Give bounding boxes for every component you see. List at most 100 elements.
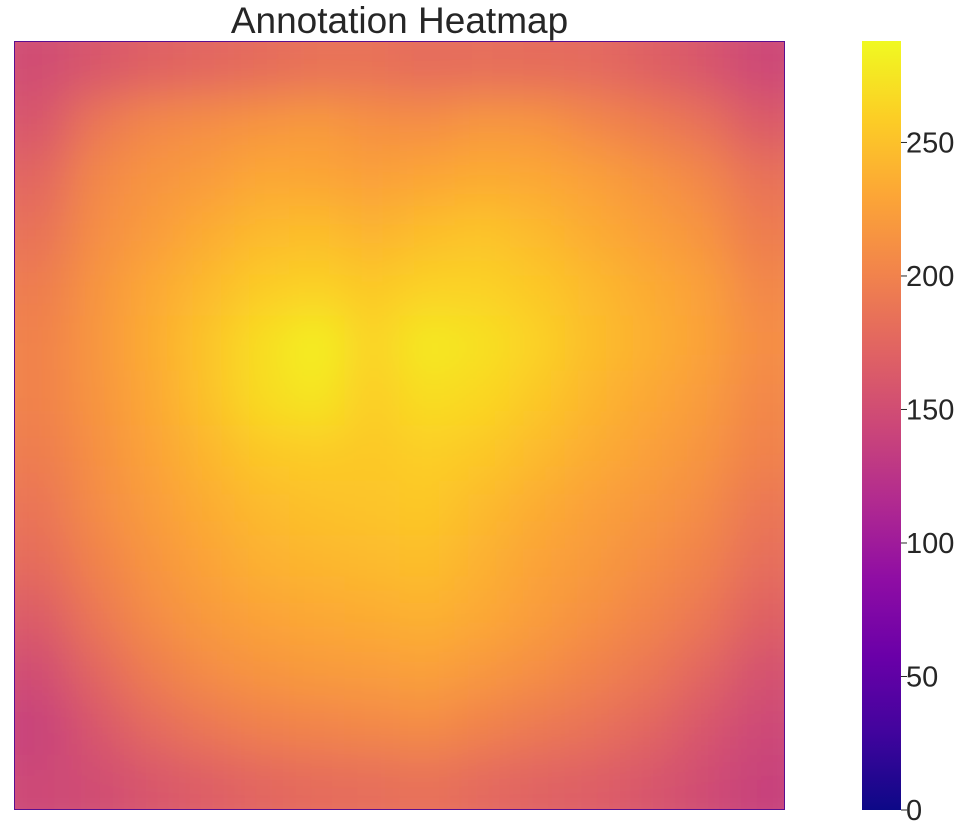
heatmap-cell bbox=[124, 700, 181, 757]
heatmap-cell bbox=[509, 480, 566, 537]
heatmap-cell bbox=[564, 41, 621, 97]
heatmap-cell bbox=[564, 315, 621, 372]
heatmap-cell bbox=[399, 700, 456, 757]
heatmap-cell bbox=[399, 480, 456, 537]
heatmap-cell bbox=[674, 95, 731, 152]
heatmap-cell bbox=[124, 755, 181, 810]
heatmap-cell bbox=[179, 755, 236, 810]
heatmap-cell bbox=[289, 260, 346, 317]
heatmap-cell bbox=[454, 755, 511, 810]
heatmap-cell bbox=[454, 150, 511, 207]
heatmap-cell bbox=[399, 41, 456, 97]
heatmap-cell bbox=[289, 370, 346, 427]
heatmap-cell bbox=[289, 150, 346, 207]
heatmap-cell bbox=[179, 590, 236, 647]
heatmap-cell bbox=[234, 700, 291, 757]
heatmap-cell bbox=[454, 480, 511, 537]
heatmap-cell bbox=[619, 700, 676, 757]
heatmap-cell bbox=[509, 150, 566, 207]
heatmap-cell bbox=[564, 590, 621, 647]
heatmap-cell bbox=[454, 205, 511, 262]
heatmap-cell bbox=[69, 260, 126, 317]
heatmap-cell bbox=[729, 700, 785, 757]
heatmap-cell bbox=[399, 535, 456, 592]
heatmap-cell bbox=[729, 315, 785, 372]
heatmap-cell bbox=[509, 425, 566, 482]
heatmap-cell bbox=[69, 700, 126, 757]
heatmap-cell bbox=[234, 315, 291, 372]
heatmap-cell bbox=[729, 205, 785, 262]
heatmap-cell bbox=[674, 590, 731, 647]
heatmap-cell bbox=[124, 315, 181, 372]
heatmap-cell bbox=[124, 95, 181, 152]
heatmap-cell bbox=[14, 41, 71, 97]
heatmap-cell bbox=[509, 260, 566, 317]
heatmap-cell bbox=[14, 755, 71, 810]
heatmap-cell bbox=[509, 535, 566, 592]
heatmap-cell bbox=[399, 205, 456, 262]
heatmap-cell bbox=[69, 755, 126, 810]
heatmap-cell bbox=[729, 95, 785, 152]
heatmap-cell bbox=[564, 755, 621, 810]
heatmap-cell bbox=[399, 150, 456, 207]
heatmap-cell bbox=[399, 370, 456, 427]
heatmap-cell bbox=[289, 480, 346, 537]
heatmap-cell bbox=[619, 535, 676, 592]
colorbar-tick-label: 250 bbox=[906, 127, 954, 159]
heatmap-cell bbox=[124, 150, 181, 207]
heatmap-cell bbox=[399, 590, 456, 647]
heatmap-cell bbox=[344, 755, 401, 810]
heatmap-cell bbox=[454, 645, 511, 702]
heatmap-cell bbox=[124, 590, 181, 647]
heatmap-cell bbox=[14, 370, 71, 427]
heatmap-cell bbox=[509, 700, 566, 757]
heatmap-cell bbox=[344, 480, 401, 537]
heatmap-cell bbox=[674, 41, 731, 97]
heatmap-cell bbox=[454, 590, 511, 647]
heatmap-cell bbox=[124, 535, 181, 592]
heatmap-cell bbox=[454, 370, 511, 427]
heatmap-cell bbox=[289, 535, 346, 592]
heatmap-cell bbox=[179, 370, 236, 427]
heatmap-cell bbox=[234, 535, 291, 592]
heatmap-cell bbox=[674, 755, 731, 810]
heatmap-cell bbox=[344, 590, 401, 647]
heatmap-cell bbox=[289, 315, 346, 372]
heatmap-cell bbox=[454, 260, 511, 317]
colorbar-gradient bbox=[862, 41, 901, 810]
heatmap-cell bbox=[234, 260, 291, 317]
heatmap-cell bbox=[14, 260, 71, 317]
heatmap-cell bbox=[509, 315, 566, 372]
heatmap-cell bbox=[344, 700, 401, 757]
heatmap-cell bbox=[399, 425, 456, 482]
heatmap-cell bbox=[619, 425, 676, 482]
heatmap-frame bbox=[14, 41, 785, 810]
heatmap-cell bbox=[509, 590, 566, 647]
heatmap-cell bbox=[619, 205, 676, 262]
heatmap-cell bbox=[179, 205, 236, 262]
heatmap-cell bbox=[69, 315, 126, 372]
heatmap-cell bbox=[179, 41, 236, 97]
heatmap-cell bbox=[564, 645, 621, 702]
heatmap-cell bbox=[14, 480, 71, 537]
heatmap-cell bbox=[619, 150, 676, 207]
heatmap-cell bbox=[674, 150, 731, 207]
heatmap-cell bbox=[179, 645, 236, 702]
heatmap-cell bbox=[344, 425, 401, 482]
heatmap-cell bbox=[234, 590, 291, 647]
heatmap-cell bbox=[399, 260, 456, 317]
heatmap-cell bbox=[289, 645, 346, 702]
colorbar-tick-label: 150 bbox=[906, 394, 954, 426]
heatmap-cell bbox=[344, 260, 401, 317]
heatmap-cell bbox=[729, 755, 785, 810]
heatmap-cell bbox=[344, 95, 401, 152]
heatmap-cell bbox=[124, 41, 181, 97]
colorbar-tick-label: 200 bbox=[906, 261, 954, 293]
heatmap-cell bbox=[509, 41, 566, 97]
heatmap-cell bbox=[509, 755, 566, 810]
heatmap-cell bbox=[564, 370, 621, 427]
heatmap-cell bbox=[674, 535, 731, 592]
heatmap-cell bbox=[234, 480, 291, 537]
heatmap-cell bbox=[69, 590, 126, 647]
heatmap-cell bbox=[234, 95, 291, 152]
